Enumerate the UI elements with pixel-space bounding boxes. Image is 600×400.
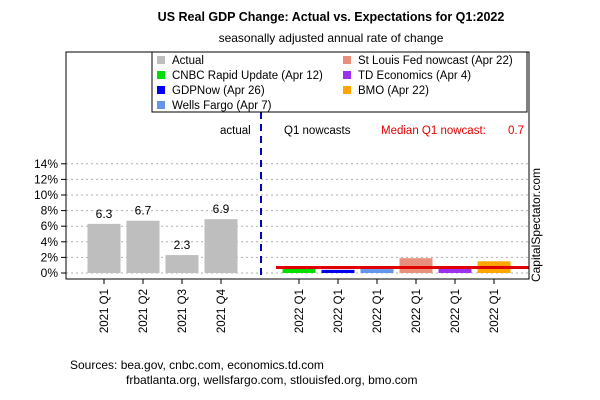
bar	[360, 269, 394, 273]
bar	[321, 269, 355, 273]
value-labels: 6.3 6.7 2.3 6.9	[96, 202, 230, 252]
bar-value-label: 6.7	[135, 204, 152, 218]
legend-swatch	[157, 101, 165, 109]
legend-swatch	[343, 86, 351, 94]
bars	[87, 219, 511, 273]
bar	[165, 255, 199, 273]
gridlines	[66, 163, 529, 274]
x-tick-label: 2022 Q1	[333, 289, 345, 333]
legend-label: Wells Fargo (Apr 7)	[172, 100, 272, 112]
x-tick-label: 2022 Q1	[372, 289, 384, 333]
watermark-text: CapitalSpectator.com	[529, 168, 543, 282]
bar	[204, 219, 238, 273]
bar	[87, 223, 121, 273]
legend-label: St Louis Fed nowcast (Apr 22)	[358, 55, 513, 67]
actual-annotation: actual	[220, 125, 251, 137]
legend-label: GDPNow (Apr 26)	[172, 85, 265, 97]
nowcasts-annotation: Q1 nowcasts	[284, 125, 351, 137]
bar	[438, 268, 472, 273]
y-tick-label: 4%	[41, 235, 59, 249]
x-tick-label: 2022 Q1	[489, 289, 501, 333]
y-axis-ticks: 0% 2%4% 6%8% 10% 12%14%	[34, 157, 66, 280]
x-tick-label: 2022 Q1	[294, 289, 306, 333]
y-tick-label: 8%	[41, 204, 59, 218]
y-tick-label: 10%	[34, 188, 58, 202]
sources-line-2: frbatlanta.org, wellsfargo.com, stlouisf…	[126, 373, 417, 387]
legend-label: CNBC Rapid Update (Apr 12)	[172, 70, 323, 82]
legend-swatch	[157, 71, 165, 79]
x-tick-label: 2021 Q4	[216, 288, 228, 333]
legend-swatch	[157, 56, 165, 64]
y-tick-label: 14%	[34, 157, 58, 171]
bar	[282, 268, 316, 273]
y-tick-label: 0%	[41, 266, 59, 280]
y-tick-label: 6%	[41, 219, 59, 233]
chart-subtitle: seasonally adjusted annual rate of chang…	[219, 31, 444, 45]
legend-label: TD Economics (Apr 4)	[358, 70, 471, 82]
plot-frame	[65, 51, 530, 280]
legend-swatch	[157, 86, 165, 94]
x-tick-label: 2022 Q1	[450, 289, 462, 333]
legend-label: Actual	[172, 55, 204, 67]
bar-value-label: 6.9	[213, 202, 230, 216]
sources-line-1: Sources: bea.gov, cnbc.com, economics.td…	[70, 358, 324, 372]
median-annotation-value: 0.7	[508, 125, 524, 137]
bar-value-label: 6.3	[96, 207, 113, 221]
x-tick-label: 2022 Q1	[411, 289, 423, 333]
bar	[126, 220, 160, 273]
legend-label: BMO (Apr 22)	[358, 85, 429, 97]
x-axis-ticks: 2021 Q1 2021 Q2 2021 Q3 2021 Q4 2022 Q1 2022 …	[99, 279, 501, 333]
y-tick-label: 12%	[34, 172, 58, 186]
x-tick-label: 2021 Q3	[177, 289, 189, 333]
y-tick-label: 2%	[41, 250, 59, 264]
bar-value-label: 2.3	[174, 238, 191, 252]
chart-title: US Real GDP Change: Actual vs. Expectati…	[158, 10, 505, 24]
bar	[399, 258, 433, 273]
x-tick-label: 2021 Q1	[99, 289, 111, 333]
legend-swatch	[343, 71, 351, 79]
legend-swatch	[343, 56, 351, 64]
median-annotation-label: Median Q1 nowcast:	[381, 125, 486, 137]
x-tick-label: 2021 Q2	[138, 289, 150, 333]
legend: Actual St Louis Fed nowcast (Apr 22) CNBC …	[151, 51, 528, 113]
